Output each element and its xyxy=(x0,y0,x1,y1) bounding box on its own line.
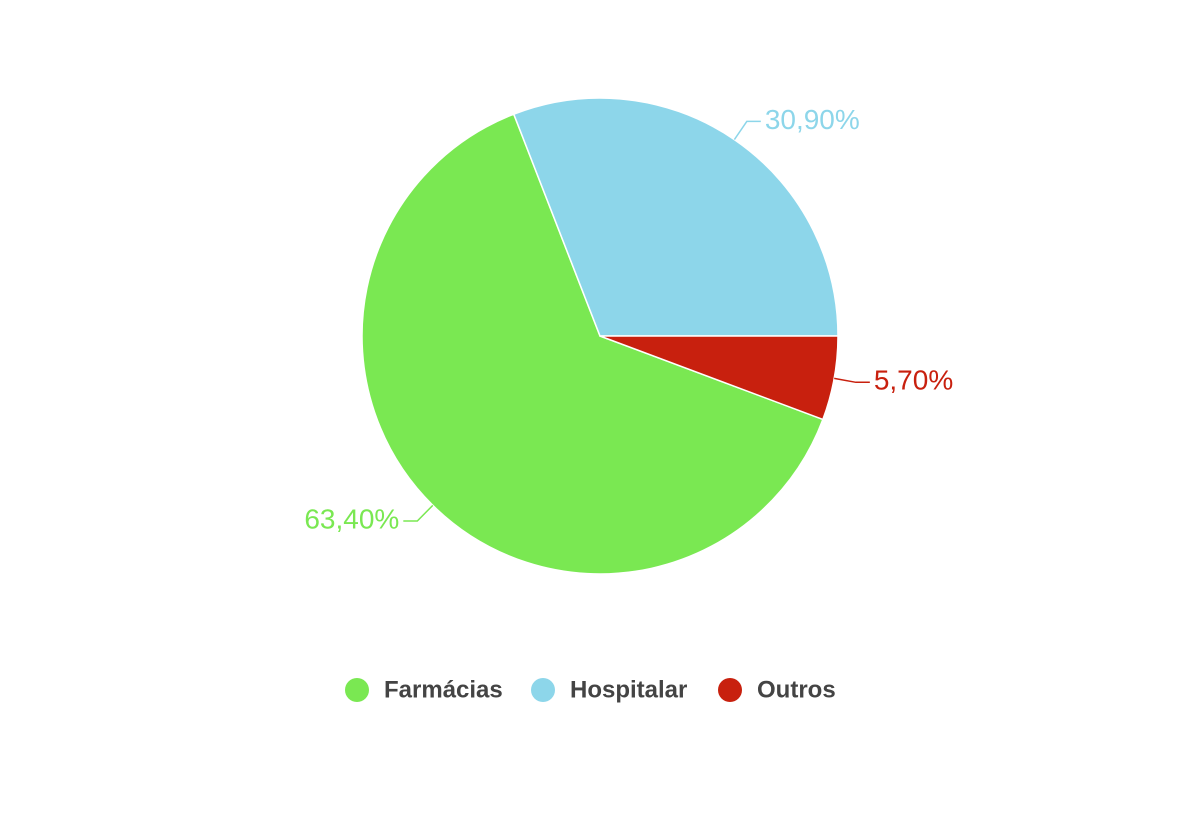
pie-slice xyxy=(599,335,839,421)
leader-line xyxy=(733,120,761,140)
legend-marker xyxy=(345,678,369,702)
legend-label: Hospitalar xyxy=(570,676,687,703)
value-label: 30,90% xyxy=(765,104,860,135)
legend-marker xyxy=(718,678,742,702)
legend-label: Farmácias xyxy=(384,676,503,703)
leader-line xyxy=(834,377,870,384)
value-label: 63,40% xyxy=(304,503,399,534)
value-label: 5,70% xyxy=(874,365,953,396)
pie-slice xyxy=(361,113,824,575)
legend-label: Outros xyxy=(757,676,836,703)
leader-line xyxy=(403,504,434,522)
legend-marker xyxy=(531,678,555,702)
